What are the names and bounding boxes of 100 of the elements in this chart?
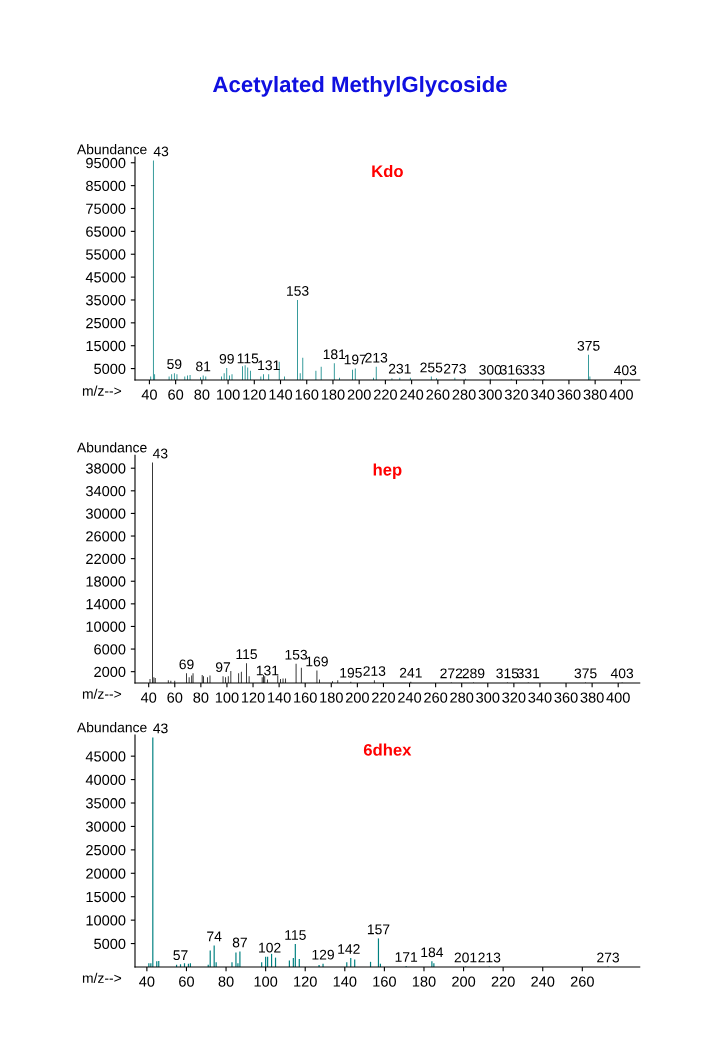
y-tick-label: 55000	[86, 249, 126, 260]
annotation: 403	[610, 668, 634, 679]
annotation: 181	[323, 349, 346, 360]
annotation: 333	[522, 364, 545, 375]
x-tick-label: 280	[450, 692, 474, 703]
y-tick-label: 45000	[85, 751, 126, 762]
x-tick-label: 300	[478, 389, 502, 400]
y-tick-label: 15000	[86, 891, 126, 903]
x-tick-label: 120	[243, 389, 266, 400]
annotation: 241	[399, 667, 422, 678]
x-axis-title: m/z-->	[82, 385, 122, 396]
y-tick-label: 10000	[86, 915, 126, 926]
annotation: 375	[577, 340, 600, 351]
y-tick-label: 25000	[86, 317, 126, 329]
y-tick-label: 95000	[86, 157, 126, 169]
y-tick-label: 15000	[86, 340, 126, 352]
x-tick-label: 200	[347, 389, 371, 400]
x-tick-label: 120	[294, 976, 317, 987]
annotation: 273	[597, 952, 620, 963]
annotation: 231	[388, 363, 411, 374]
annotation: 255	[420, 362, 443, 373]
x-tick-label: 380	[580, 692, 604, 703]
x-tick-label: 220	[491, 976, 515, 987]
annotation: 131	[256, 665, 279, 676]
x-tick-label: 240	[398, 692, 422, 703]
x-tick-label: 240	[531, 976, 555, 987]
x-tick-label: 160	[294, 692, 317, 703]
x-tick-label: 80	[194, 389, 210, 400]
x-tick-label: 140	[333, 976, 357, 987]
y-axis-title: Abundance	[76, 442, 147, 453]
x-tick-label: 60	[168, 389, 184, 400]
x-tick-label: 280	[452, 389, 476, 400]
annotation: 300	[479, 364, 502, 375]
annotation: 197	[344, 354, 367, 365]
x-tick-label: 220	[372, 692, 396, 703]
x-axis-title: m/z-->	[82, 688, 122, 699]
annotation: 129	[312, 949, 334, 960]
annotation: 87	[232, 937, 247, 948]
annotation: 153	[287, 286, 309, 296]
chart-subtitle: 6dhex	[363, 743, 412, 756]
annotation: 213	[363, 666, 386, 677]
annotation: 272	[440, 668, 463, 679]
annotation: 213	[365, 352, 388, 363]
y-tick-label: 34000	[85, 485, 126, 497]
annotation: 59	[167, 359, 182, 370]
annotation: 43	[152, 448, 168, 459]
x-tick-label: 80	[218, 976, 234, 987]
chart-title: Acetylated MethylGlycoside	[212, 75, 507, 97]
x-tick-label: 100	[215, 692, 239, 703]
x-tick-label: 240	[400, 389, 424, 400]
y-tick-label: 30000	[85, 508, 126, 519]
x-tick-label: 100	[217, 389, 240, 400]
annotation: 102	[259, 942, 281, 953]
y-tick-label: 5000	[94, 363, 126, 375]
y-tick-label: 75000	[86, 203, 126, 214]
x-tick-label: 260	[426, 389, 450, 400]
x-tick-label: 60	[167, 692, 183, 703]
y-tick-label: 45000	[85, 272, 126, 283]
annotation: 115	[285, 930, 306, 940]
y-tick-label: 38000	[85, 463, 126, 474]
y-tick-label: 25000	[86, 844, 126, 856]
annotation: 142	[338, 944, 360, 954]
x-tick-label: 400	[609, 389, 633, 400]
y-tick-label: 65000	[86, 226, 126, 237]
annotation: 316	[500, 364, 523, 375]
annotation: 273	[443, 363, 466, 374]
x-tick-label: 80	[193, 692, 209, 703]
x-tick-label: 300	[476, 692, 500, 703]
y-tick-label: 30000	[85, 821, 126, 832]
x-tick-label: 140	[269, 389, 293, 400]
x-tick-label: 340	[531, 389, 555, 400]
y-tick-label: 26000	[86, 531, 126, 542]
annotation: 115	[237, 353, 259, 364]
y-tick-label: 22000	[86, 553, 126, 565]
annotation: 289	[462, 668, 485, 679]
x-tick-label: 320	[502, 692, 526, 703]
annotation: 315	[496, 668, 519, 679]
y-axis-title: Abundance	[76, 144, 147, 155]
y-axis-title: Abundance	[76, 722, 147, 733]
y-tick-label: 5000	[94, 938, 126, 949]
x-axis-title: m/z-->	[82, 972, 122, 983]
annotation: 184	[421, 947, 444, 958]
annotation: 97	[215, 662, 231, 673]
x-tick-label: 120	[241, 692, 265, 703]
x-tick-label: 320	[504, 389, 529, 400]
x-tick-label: 260	[570, 976, 594, 987]
x-tick-label: 200	[452, 976, 476, 987]
y-tick-label: 85000	[86, 180, 126, 192]
annotation: 43	[153, 146, 169, 157]
annotation: 57	[173, 950, 188, 961]
y-tick-label: 10000	[86, 621, 126, 632]
annotation: 201	[454, 952, 477, 963]
x-tick-label: 40	[140, 692, 157, 703]
annotation: 195	[340, 667, 362, 678]
x-tick-label: 400	[606, 692, 630, 703]
x-tick-label: 140	[268, 692, 291, 703]
annotation: 69	[179, 659, 194, 670]
y-tick-label: 20000	[86, 868, 126, 879]
x-tick-label: 40	[141, 389, 157, 400]
x-tick-label: 200	[345, 692, 369, 703]
